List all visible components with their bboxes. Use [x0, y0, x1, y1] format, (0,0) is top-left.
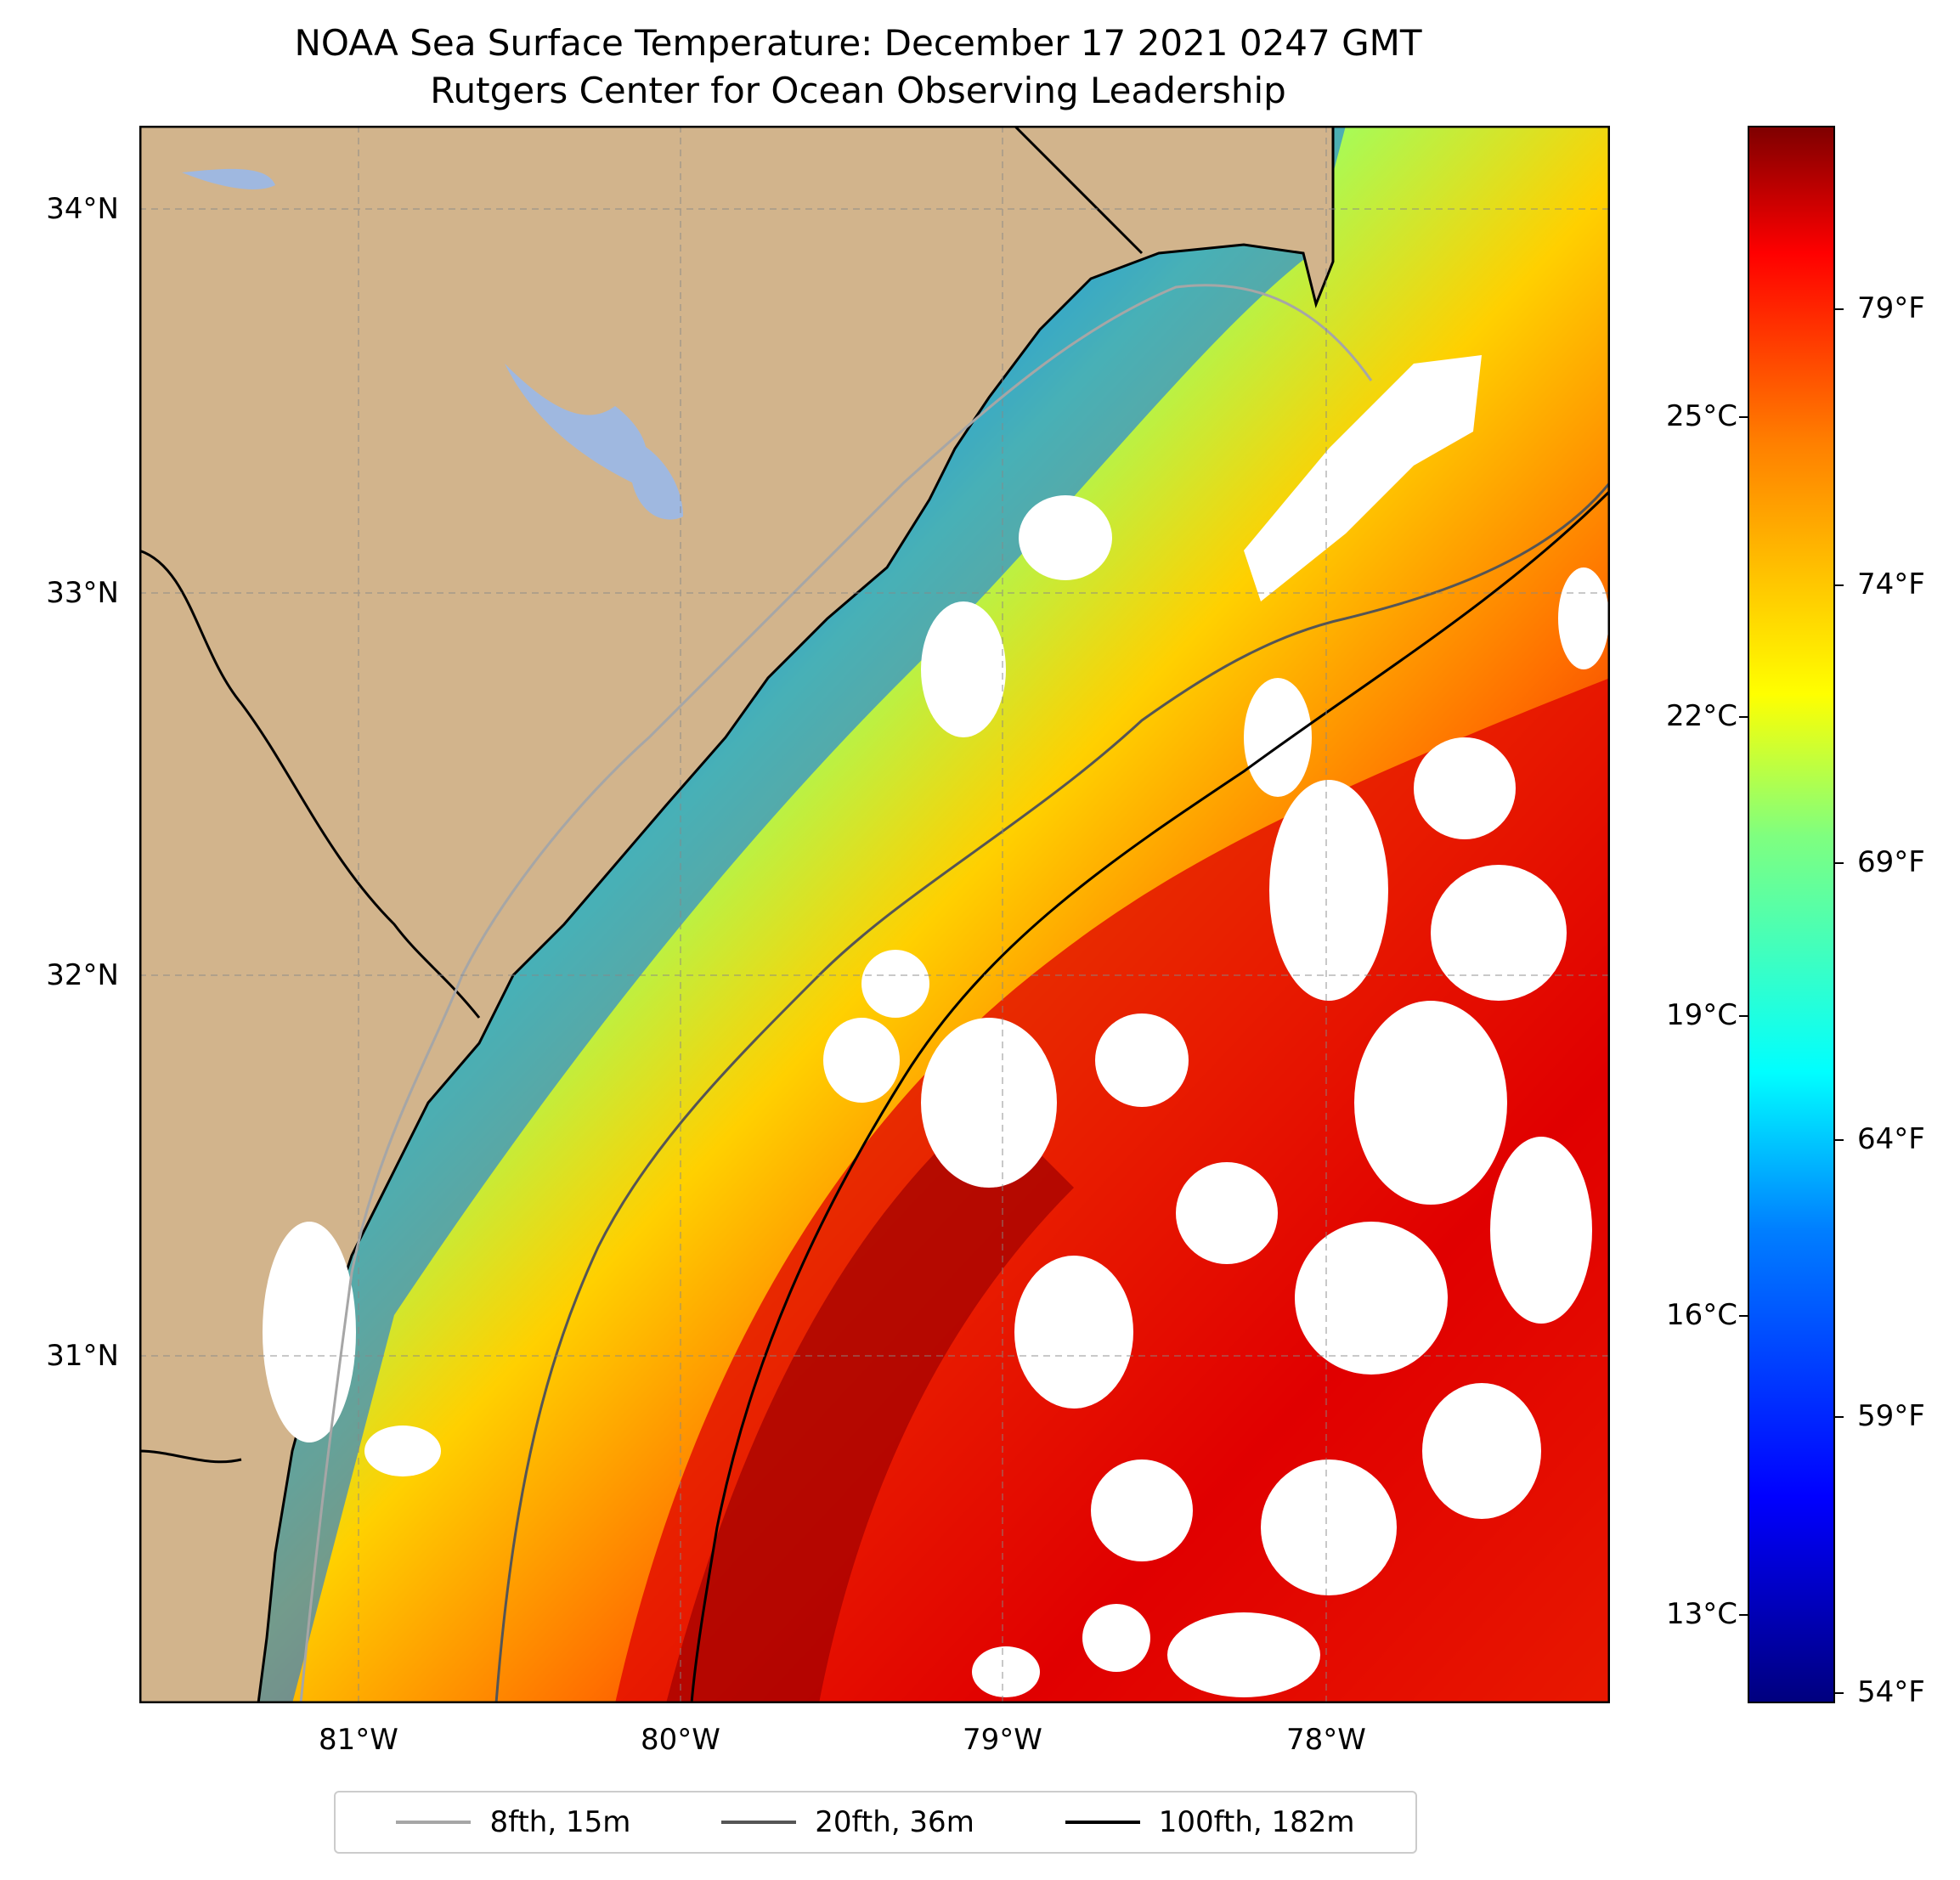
- state-border: [139, 1449, 242, 1464]
- lon-label-78w: 78°W: [1286, 1723, 1366, 1757]
- legend-entry-20fth: 20fth, 36m: [721, 1805, 974, 1839]
- colorbar-fahrenheit-label: 54°F: [1857, 1675, 1925, 1709]
- colorbar-fahrenheit-label: 74°F: [1857, 567, 1925, 601]
- legend-line-8fth: [396, 1821, 472, 1824]
- lon-label-81w: 81°W: [319, 1723, 398, 1757]
- lat-label-34n: 34°N: [46, 192, 119, 226]
- gridlines: [139, 126, 1610, 1703]
- cloud-mask-group: [263, 355, 1609, 1697]
- lat-label-33n: 33°N: [46, 576, 119, 610]
- colorbar-celsius-label: 22°C: [1665, 699, 1737, 733]
- legend-entry-100fth: 100fth, 182m: [1065, 1805, 1355, 1839]
- lake-moultrie: [632, 440, 683, 520]
- lat-label-31n: 31°N: [46, 1339, 119, 1373]
- chart-title-line2: Rutgers Center for Ocean Observing Leade…: [430, 70, 1286, 111]
- state-border: [1013, 126, 1144, 255]
- lon-label-79w: 79°W: [963, 1723, 1042, 1757]
- colorbar-celsius-label: 25°C: [1665, 399, 1737, 433]
- contour-20fth: [494, 482, 1610, 1703]
- colorbar-celsius-label: 13°C: [1665, 1597, 1737, 1631]
- contour-legend: 8fth, 15m 20fth, 36m 100fth, 182m: [334, 1791, 1417, 1854]
- colorbar-celsius-label: 19°C: [1665, 998, 1737, 1032]
- contour-8fth: [299, 284, 1373, 1703]
- legend-label-100fth: 100fth, 182m: [1158, 1805, 1355, 1839]
- contour-100fth: [690, 489, 1610, 1703]
- colorbar-fahrenheit-label: 79°F: [1857, 291, 1925, 325]
- legend-line-100fth: [1065, 1821, 1140, 1824]
- lon-label-80w: 80°W: [641, 1723, 720, 1757]
- colorbar-fahrenheit-label: 64°F: [1857, 1122, 1925, 1156]
- colorbar-fahrenheit-label: 59°F: [1857, 1399, 1925, 1433]
- state-border: [139, 549, 481, 1019]
- colorbar: [1748, 126, 1835, 1703]
- colorbar-fahrenheit-label: 69°F: [1857, 845, 1925, 879]
- legend-line-20fth: [721, 1821, 797, 1824]
- colorbar-celsius-label: 16°C: [1665, 1298, 1737, 1332]
- sst-map: [139, 126, 1610, 1703]
- lake-marion: [505, 364, 647, 483]
- lake-small: [182, 168, 275, 189]
- legend-label-20fth: 20fth, 36m: [815, 1805, 974, 1839]
- gulf-stream-hot-band: [666, 1103, 1074, 1703]
- legend-entry-8fth: 8fth, 15m: [396, 1805, 630, 1839]
- legend-label-8fth: 8fth, 15m: [489, 1805, 631, 1839]
- land-mass: [139, 126, 1335, 1703]
- chart-title-line1: NOAA Sea Surface Temperature: December 1…: [294, 22, 1422, 64]
- lat-label-32n: 32°N: [46, 958, 119, 992]
